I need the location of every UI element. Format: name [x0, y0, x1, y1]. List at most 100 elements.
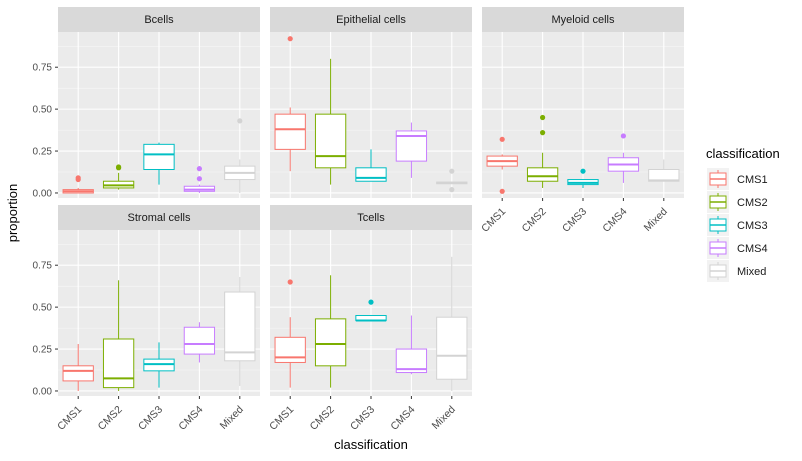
boxplot-cms3 — [355, 299, 387, 322]
x-tick-label: CMS4 — [176, 404, 205, 433]
legend-label: CMS3 — [737, 220, 768, 232]
boxplot-cms1 — [274, 36, 306, 172]
boxplot-cms4 — [607, 133, 640, 183]
facet-panel: Tcells CMS1 CMS2 CMS3 CMS4 Mixed — [267, 205, 472, 433]
outlier-point — [75, 175, 81, 181]
legend-label: Mixed — [737, 266, 766, 278]
boxplot-cms4 — [395, 315, 428, 375]
legend-item-cms1: CMS1 — [707, 168, 768, 190]
facet-panel: Epithelial cells — [270, 7, 472, 198]
facet-strip-title: Bcells — [144, 14, 174, 26]
outlier-point — [368, 299, 374, 305]
x-tick-label: CMS3 — [136, 404, 165, 433]
outlier-point — [116, 164, 122, 170]
boxplot-cms1 — [486, 136, 518, 194]
facet-strip — [270, 7, 472, 32]
outlier-point — [499, 136, 505, 142]
boxplot-cms1 — [274, 279, 306, 388]
outlier-point — [196, 176, 202, 182]
box — [436, 316, 468, 380]
boxplot-cms2 — [314, 58, 347, 185]
facet-strip-title: Stromal cells — [128, 212, 191, 224]
box — [183, 326, 216, 355]
box — [143, 143, 175, 170]
box — [102, 338, 135, 389]
x-tick-label: CMS2 — [520, 206, 549, 235]
boxplot-cms4 — [395, 122, 428, 178]
boxplot-mixed — [224, 118, 256, 193]
boxplot-mixed — [224, 276, 256, 386]
x-tick-label: CMS1 — [55, 404, 84, 433]
boxplot-cms3 — [355, 149, 387, 182]
boxplot-cms2 — [314, 275, 347, 388]
y-tick-label: 0.25 — [33, 345, 53, 356]
box — [314, 113, 347, 169]
x-tick-label: Mixed — [218, 404, 246, 432]
x-tick-label: Mixed — [430, 404, 458, 432]
outlier-point — [580, 168, 586, 174]
boxplot-cms2 — [102, 164, 135, 190]
box — [62, 365, 94, 382]
boxplot-mixed — [436, 168, 468, 193]
legend-item-cms2: CMS2 — [707, 191, 768, 213]
outlier-point — [449, 168, 455, 174]
legend-label: CMS4 — [737, 243, 768, 255]
box — [274, 113, 306, 150]
outlier-point — [196, 166, 202, 172]
y-axis-title: proportion — [5, 184, 20, 243]
facet-strip-title: Tcells — [357, 212, 385, 224]
outlier-point — [540, 130, 546, 136]
y-tick-label: 0.50 — [33, 105, 53, 116]
outlier-point — [287, 279, 293, 285]
facet-strip — [58, 7, 260, 32]
x-tick-label: Mixed — [642, 206, 670, 234]
legend-title: classification — [706, 146, 780, 161]
facet-strip — [58, 205, 260, 230]
box — [355, 167, 387, 182]
legend-label: CMS2 — [737, 197, 768, 209]
boxplot-cms2 — [526, 114, 559, 188]
boxplot-cms3 — [567, 168, 599, 188]
box — [224, 291, 256, 362]
legend-label: CMS1 — [737, 174, 768, 186]
outlier-point — [620, 133, 627, 139]
boxplot-mixed — [648, 159, 680, 182]
x-tick-label: CMS1 — [479, 206, 508, 235]
y-tick-label: 0.75 — [33, 63, 53, 74]
x-tick-label: CMS4 — [600, 206, 629, 235]
x-tick-label: CMS3 — [348, 404, 377, 433]
y-tick-label: 0.00 — [33, 386, 53, 397]
y-tick-label: 0.00 — [33, 188, 53, 199]
outlier-point — [449, 187, 455, 193]
boxplot-cms3 — [143, 342, 175, 388]
x-tick-label: CMS2 — [308, 404, 337, 433]
facet-panel: Stromal cells 0.00 0.25 0.50 0.75 CMS1 CMS2 CMS… — [33, 205, 260, 433]
boxplot-mixed — [436, 256, 468, 391]
legend-item-mixed: Mixed — [707, 260, 766, 282]
x-tick-label: CMS2 — [96, 404, 125, 433]
box — [274, 336, 306, 363]
facet-strip — [270, 205, 472, 230]
boxplot-cms4 — [183, 322, 216, 363]
boxplot-cms1 — [62, 344, 94, 391]
box — [395, 348, 428, 374]
boxplot-cms2 — [102, 280, 135, 391]
x-axis-title: classification — [334, 437, 408, 452]
facet-strip-title: Myeloid cells — [552, 14, 615, 26]
x-tick-label: CMS4 — [388, 404, 417, 433]
outlier-point — [237, 118, 243, 124]
legend-item-cms4: CMS4 — [707, 237, 768, 259]
facet-panel: Bcells 0.00 0.25 0.50 0.75 — [33, 7, 260, 199]
facet-panel: Myeloid cells CMS1 CMS2 CMS3 CMS4 Mixed — [479, 7, 684, 235]
facet-strip-title: Epithelial cells — [336, 14, 406, 26]
legend: classification CMS1 CMS2 CMS3 CMS4 Mixed — [706, 146, 780, 282]
outlier-point — [540, 114, 546, 121]
boxplot-cms3 — [143, 142, 175, 185]
legend-item-cms3: CMS3 — [707, 214, 768, 236]
x-tick-label: CMS3 — [560, 206, 589, 235]
panels-layer: Bcells 0.00 0.25 0.50 0.75 Epithelial cells My… — [33, 7, 684, 433]
outlier-point — [499, 188, 505, 194]
x-tick-label: CMS1 — [267, 404, 296, 433]
box — [314, 318, 347, 367]
